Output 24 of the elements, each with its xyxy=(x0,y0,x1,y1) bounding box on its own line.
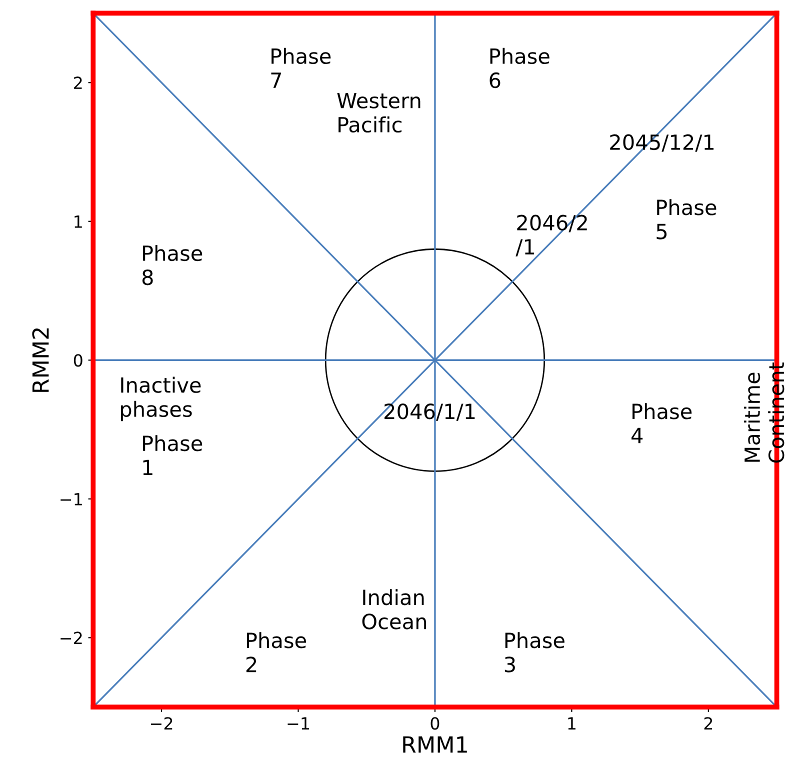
y-tick-label: −2 xyxy=(60,632,82,644)
x-tick-label: 0 xyxy=(430,717,440,730)
y-tick-label: 0 xyxy=(74,354,82,367)
annotation: Maritime Continent xyxy=(744,362,784,463)
annotation: Phase 8 xyxy=(142,244,202,286)
x-tick-label: 1 xyxy=(568,717,576,730)
x-tick-label: 2 xyxy=(704,717,712,730)
y-tick-label: 2 xyxy=(74,76,82,89)
annotation: Phase 5 xyxy=(656,199,716,240)
y-tick-label: 1 xyxy=(74,216,82,228)
x-tick-label: −1 xyxy=(288,717,309,730)
y-axis-title: RMM2 xyxy=(32,328,49,392)
annotation: Phase 6 xyxy=(490,48,550,88)
annotation: Phase 7 xyxy=(271,48,331,88)
x-tick-label: −2 xyxy=(150,717,172,730)
y-tick-label: −1 xyxy=(60,493,82,506)
annotation: Phase 3 xyxy=(504,632,564,672)
annotation: Phase 1 xyxy=(143,435,202,476)
annotation: Indian Ocean xyxy=(362,589,426,630)
annotation: Inactive phases xyxy=(121,376,201,422)
annotation: Phase 2 xyxy=(246,632,306,672)
x-axis-title: RMM1 xyxy=(403,736,467,753)
annotation: Phase 4 xyxy=(632,403,692,444)
annotation: Western Pacific xyxy=(337,92,420,133)
